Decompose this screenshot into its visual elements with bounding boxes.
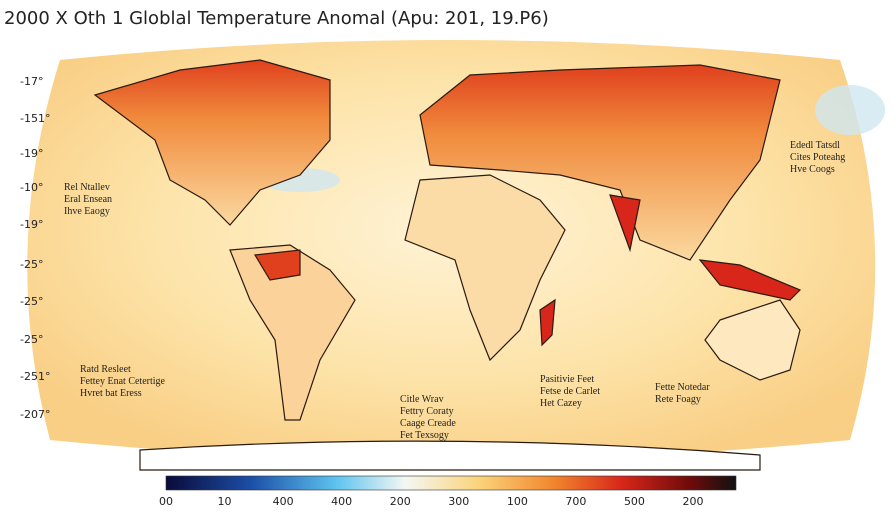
annotation: Ratd Resleet bbox=[80, 364, 131, 375]
annotation: Pasitivie Feet bbox=[540, 374, 594, 385]
annotation: Fette Notedar bbox=[655, 382, 710, 393]
australia bbox=[704, 299, 801, 381]
annotation: Het Cazey bbox=[540, 398, 582, 409]
antarctica bbox=[139, 440, 761, 471]
latitude-label: -251° bbox=[20, 370, 50, 383]
annotation: Rel Ntallev bbox=[64, 182, 110, 193]
colorbar-label: 200 bbox=[390, 495, 411, 508]
annotation: Hve Coogs bbox=[790, 164, 835, 175]
colorbar-label: 700 bbox=[565, 495, 586, 508]
continents bbox=[93, 59, 802, 471]
latitude-label: -25° bbox=[20, 333, 43, 346]
annotation: Cites Poteahg bbox=[790, 152, 845, 163]
colorbar-label: 200 bbox=[683, 495, 704, 508]
annotation: Fet Texsogy bbox=[400, 430, 449, 441]
annotation: Hvret bat Eress bbox=[80, 388, 142, 399]
annotation: Rete Foagy bbox=[655, 394, 701, 405]
south-america bbox=[229, 244, 356, 421]
southeast-asia bbox=[698, 259, 802, 301]
india bbox=[609, 194, 641, 253]
latitude-label: -207° bbox=[20, 408, 50, 421]
latitude-label: -19° bbox=[20, 218, 43, 231]
amazon-hot bbox=[254, 249, 301, 281]
annotation: Ededl Tatsdl bbox=[790, 140, 840, 151]
annotation: Fettey Enat Cetertige bbox=[80, 376, 166, 387]
colorbar-label: 300 bbox=[448, 495, 469, 508]
africa bbox=[404, 174, 566, 362]
colorbar bbox=[165, 475, 737, 491]
annotation: Eral Ensean bbox=[64, 194, 112, 205]
annotation: Ihve Eaogy bbox=[64, 206, 110, 217]
colorbar-label: 00 bbox=[159, 495, 173, 508]
annotation: Fettry Coraty bbox=[400, 406, 454, 417]
latitude-label: -10° bbox=[20, 181, 43, 194]
latitude-label: -17° bbox=[20, 75, 43, 88]
colorbar-label: 500 bbox=[624, 495, 645, 508]
annotation: Citle Wrav bbox=[400, 394, 444, 405]
eurasia bbox=[419, 64, 781, 261]
title: 2000 X Oth 1 Globlal Temperature Anomal … bbox=[4, 8, 549, 29]
cool-patch bbox=[815, 85, 885, 135]
latitude-label: -25° bbox=[20, 258, 43, 271]
latitude-label: -19° bbox=[20, 147, 43, 160]
latitude-label: -151° bbox=[20, 112, 50, 125]
colorbar-label: 100 bbox=[507, 495, 528, 508]
latitude-label: -25° bbox=[20, 295, 43, 308]
colorbar-label: 400 bbox=[331, 495, 352, 508]
annotation: Caage Creade bbox=[400, 418, 456, 429]
colorbar-label: 400 bbox=[273, 495, 294, 508]
madagascar bbox=[539, 298, 556, 347]
annotation: Fetse de Carlet bbox=[540, 386, 600, 397]
north-america bbox=[93, 59, 331, 226]
colorbar-label: 10 bbox=[218, 495, 232, 508]
